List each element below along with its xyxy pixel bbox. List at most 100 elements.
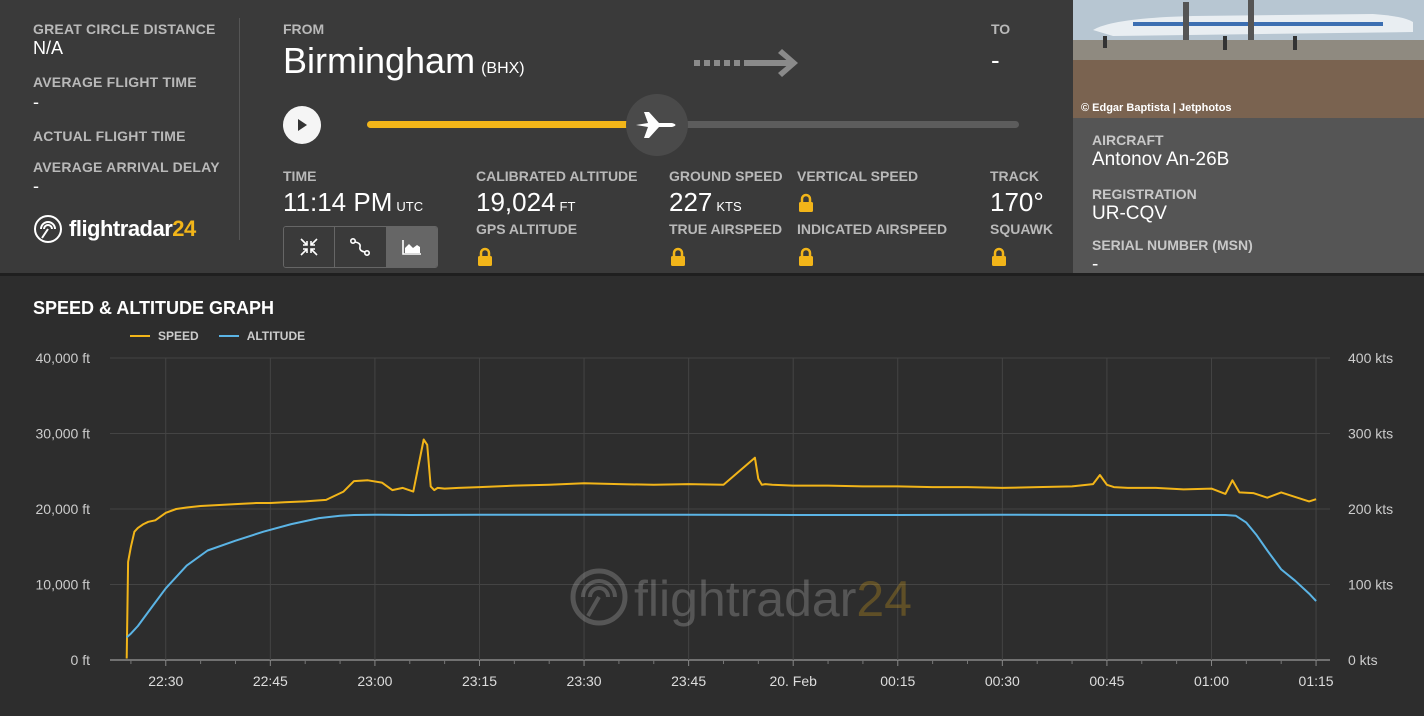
x-tick-label: 01:00 bbox=[1194, 673, 1229, 689]
calibrated-altitude-label: CALIBRATED ALTITUDE bbox=[476, 168, 638, 184]
vertical-speed-label: VERTICAL SPEED bbox=[797, 168, 919, 184]
x-tick-label: 01:15 bbox=[1299, 673, 1334, 689]
speed-altitude-graph-panel: flightradar24 0 ft 10,000 ft 20,000 ft 30,0… bbox=[0, 276, 1424, 716]
x-tick-label: 23:15 bbox=[462, 673, 497, 689]
flightradar24-logo[interactable]: flightradar24 bbox=[33, 214, 196, 244]
y-right-tick-label: 0 kts bbox=[1348, 652, 1378, 668]
registration-label: REGISTRATION bbox=[1092, 186, 1197, 202]
aircraft-value: Antonov An-26B bbox=[1092, 149, 1230, 170]
squawk-lock-icon[interactable] bbox=[990, 247, 1008, 267]
avg-arrival-delay-label: AVERAGE ARRIVAL DELAY bbox=[33, 159, 220, 175]
x-tick-label: 23:30 bbox=[567, 673, 602, 689]
photo-credit[interactable]: © Edgar Baptista | Jetphotos bbox=[1081, 102, 1232, 114]
progress-fill bbox=[367, 121, 658, 128]
aircraft-label: AIRCRAFT bbox=[1092, 132, 1164, 148]
play-icon bbox=[298, 119, 307, 131]
origin-airport[interactable]: Birmingham (BHX) bbox=[283, 40, 525, 82]
x-tick-label: 22:30 bbox=[148, 673, 183, 689]
altitude-series-line[interactable] bbox=[126, 513, 1317, 639]
origin-city: Birmingham bbox=[283, 40, 476, 81]
serial-number-value: - bbox=[1092, 254, 1099, 275]
great-circle-label: GREAT CIRCLE DISTANCE bbox=[33, 21, 216, 37]
legend-altitude-label: ALTITUDE bbox=[246, 329, 306, 343]
avg-arrival-delay-value: - bbox=[33, 176, 39, 196]
play-button[interactable] bbox=[283, 106, 321, 144]
legend-speed-label: SPEED bbox=[158, 329, 199, 343]
y-left-tick-label: 20,000 ft bbox=[36, 501, 91, 517]
logo-number: 24 bbox=[172, 216, 196, 241]
view-mode-buttons bbox=[283, 226, 438, 268]
time-unit: UTC bbox=[396, 199, 424, 214]
gps-altitude-label: GPS ALTITUDE bbox=[476, 221, 578, 237]
destination-value: - bbox=[991, 45, 1000, 75]
registration-value[interactable]: UR-CQV bbox=[1092, 203, 1167, 224]
y-right-tick-label: 400 kts bbox=[1348, 350, 1393, 366]
calibrated-altitude-unit: FT bbox=[559, 199, 576, 214]
indicated-airspeed-lock-icon[interactable] bbox=[797, 247, 815, 267]
chart-legend: SPEED ALTITUDE bbox=[130, 329, 305, 343]
chart-series bbox=[125, 438, 1317, 659]
graph-view-button[interactable] bbox=[386, 227, 437, 267]
legend-altitude-swatch bbox=[218, 335, 239, 337]
column-divider bbox=[239, 18, 240, 240]
x-tick-label: 00:45 bbox=[1089, 673, 1124, 689]
watermark-text: flightradar24 bbox=[634, 571, 912, 627]
time-display: 11:14 PM UTC bbox=[283, 187, 423, 218]
ground-speed-unit: KTS bbox=[716, 199, 742, 214]
legend-speed[interactable]: SPEED bbox=[130, 329, 199, 343]
ground-speed-label: GROUND SPEED bbox=[669, 168, 783, 184]
track-value: 170° bbox=[990, 187, 1044, 217]
flightradar24-watermark: flightradar24 bbox=[570, 568, 912, 627]
route-view-button[interactable] bbox=[335, 227, 387, 267]
vertical-gridlines bbox=[165, 358, 1317, 660]
y-left-tick-label: 0 ft bbox=[71, 652, 91, 668]
origin-code: (BHX) bbox=[481, 60, 525, 77]
legend-speed-swatch bbox=[130, 335, 150, 337]
indicated-airspeed-label: INDICATED AIRSPEED bbox=[797, 221, 948, 237]
time-label: TIME bbox=[283, 168, 317, 184]
flight-stats-column: GREAT CIRCLE DISTANCE N/A AVERAGE FLIGHT… bbox=[0, 0, 240, 273]
speed-altitude-chart[interactable]: flightradar24 0 ft 10,000 ft 20,000 ft 30,0… bbox=[0, 276, 1424, 716]
serial-number-label: SERIAL NUMBER (MSN) bbox=[1092, 237, 1253, 253]
x-tick-label: 00:15 bbox=[880, 673, 915, 689]
x-tick-label: 20. Feb bbox=[769, 673, 817, 689]
y-left-tick-label: 10,000 ft bbox=[36, 577, 91, 593]
avg-flight-time-label: AVERAGE FLIGHT TIME bbox=[33, 74, 197, 90]
actual-flight-time-label: ACTUAL FLIGHT TIME bbox=[33, 128, 186, 144]
gps-altitude-lock-icon[interactable] bbox=[476, 247, 494, 267]
aircraft-photo-image bbox=[1073, 0, 1424, 118]
progress-handle[interactable] bbox=[626, 94, 689, 156]
legend-altitude[interactable]: ALTITUDE bbox=[218, 329, 306, 343]
vertical-speed-lock-icon[interactable] bbox=[797, 193, 815, 213]
true-airspeed-lock-icon[interactable] bbox=[669, 247, 687, 267]
radar-logo-icon bbox=[34, 215, 62, 243]
from-label: FROM bbox=[283, 21, 325, 37]
x-tick-label: 00:30 bbox=[985, 673, 1020, 689]
collapse-view-button[interactable] bbox=[284, 227, 336, 267]
x-tick-label: 23:45 bbox=[671, 673, 706, 689]
ground-speed-display: 227 KTS bbox=[669, 187, 742, 218]
y-left-tick-label: 30,000 ft bbox=[36, 426, 91, 442]
collapse-arrows-icon bbox=[300, 238, 318, 256]
horizontal-gridlines bbox=[110, 357, 1330, 661]
avg-flight-time-value: - bbox=[33, 92, 39, 112]
to-label: TO bbox=[991, 21, 1011, 37]
y-right-tick-label: 100 kts bbox=[1348, 577, 1393, 593]
logo-text: flightradar bbox=[69, 216, 173, 241]
x-tick-label: 23:00 bbox=[357, 673, 392, 689]
calibrated-altitude-value: 19,024 bbox=[476, 187, 556, 217]
right-axis-ticks: 0 kts 100 kts 200 kts 300 kts 400 kts bbox=[1348, 350, 1393, 668]
flight-info-panel: GREAT CIRCLE DISTANCE N/A AVERAGE FLIGHT… bbox=[0, 0, 1424, 275]
speed-series-line[interactable] bbox=[125, 438, 1317, 659]
calibrated-altitude-display: 19,024 FT bbox=[476, 187, 575, 218]
y-right-tick-label: 200 kts bbox=[1348, 501, 1393, 517]
left-axis-ticks: 0 ft 10,000 ft 20,000 ft 30,000 ft 40,000 ft bbox=[36, 350, 91, 668]
y-right-tick-label: 300 kts bbox=[1348, 426, 1393, 442]
aircraft-photo[interactable]: © Edgar Baptista | Jetphotos bbox=[1073, 0, 1424, 118]
track-label: TRACK bbox=[990, 168, 1039, 184]
true-airspeed-label: TRUE AIRSPEED bbox=[669, 221, 783, 237]
graph-title: SPEED & ALTITUDE GRAPH bbox=[33, 298, 275, 318]
great-circle-value: N/A bbox=[33, 38, 64, 58]
progress-track[interactable] bbox=[367, 121, 1019, 128]
route-arrow-icon bbox=[694, 49, 798, 77]
